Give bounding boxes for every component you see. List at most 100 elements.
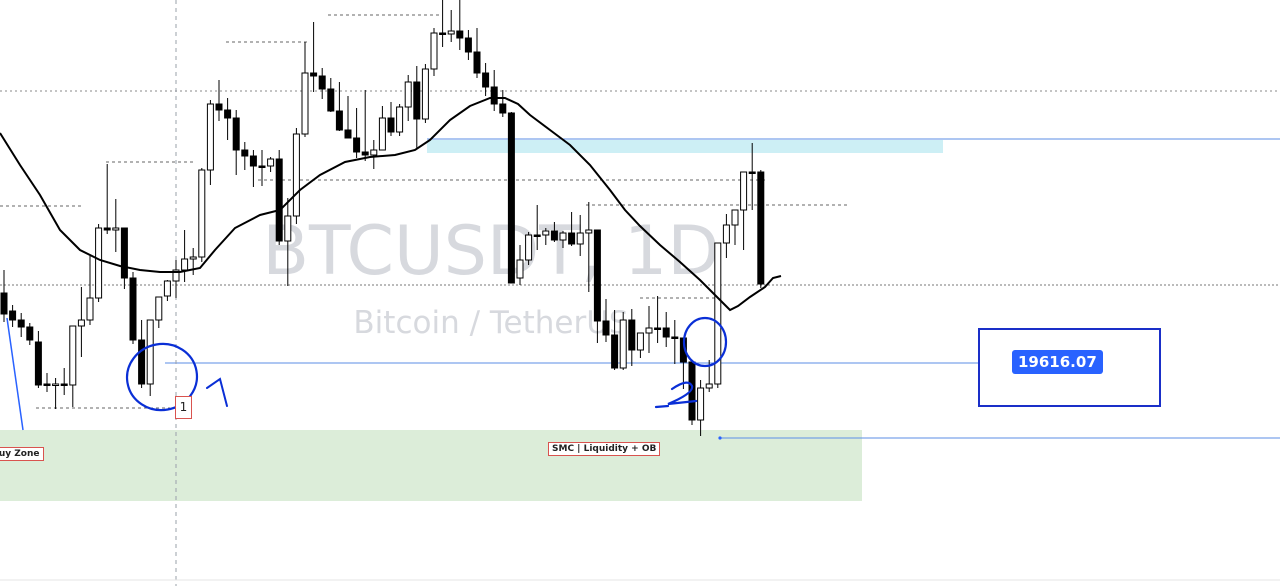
candle-bull	[731, 209, 739, 226]
candle-bear	[120, 227, 128, 279]
candle-bear	[224, 109, 232, 119]
candle-bear	[490, 86, 498, 105]
candle-bull	[516, 259, 524, 279]
buy-zone-rect[interactable]	[0, 430, 862, 501]
liquidity-low-point	[718, 436, 722, 440]
candle-bear	[568, 232, 576, 245]
candle-bull	[284, 215, 292, 242]
candle-bull	[697, 387, 705, 421]
candle-bear	[413, 81, 421, 120]
candle-bear	[335, 110, 343, 131]
candle-bear	[241, 149, 249, 157]
candle-bear	[387, 117, 395, 133]
candle-bear	[439, 32, 447, 35]
candle-bear	[593, 229, 601, 322]
candle-bear	[258, 165, 266, 168]
candle-bear	[499, 103, 507, 114]
candle-bull	[172, 269, 180, 282]
candle-bear	[456, 30, 464, 39]
candle-bull	[267, 158, 275, 167]
candle-bear	[757, 171, 765, 285]
hand-number-1	[206, 377, 228, 407]
candle-bear	[43, 383, 51, 386]
supply-zone-rect[interactable]	[427, 140, 943, 153]
trend-line[interactable]	[6, 317, 24, 431]
candle-bear	[0, 292, 8, 315]
candle-bear	[34, 341, 42, 386]
candle-bull	[636, 332, 644, 351]
candle-bull	[559, 232, 567, 241]
symbol-watermark: BTCUSDT, 1D	[262, 212, 719, 291]
candle-bull	[396, 106, 404, 133]
candle-bear	[464, 37, 472, 53]
candle-bull	[645, 327, 653, 334]
candle-bull	[181, 258, 189, 271]
candle-bear	[628, 319, 636, 351]
candle-bear	[344, 129, 352, 139]
candle-bear	[9, 310, 17, 321]
candle-bull	[189, 256, 197, 260]
candle-bull	[163, 280, 171, 297]
candle-bear	[103, 227, 111, 231]
candle-bull	[370, 149, 378, 156]
candle-bull	[714, 242, 722, 385]
candle-bear	[550, 230, 558, 241]
price-label[interactable]: 19616.07	[1012, 350, 1103, 374]
candle-bull	[95, 227, 103, 299]
candle-bear	[662, 327, 670, 338]
candle-bear	[26, 326, 34, 341]
candle-bear	[327, 88, 335, 112]
candle-bull	[301, 72, 309, 135]
candles-layer	[0, 0, 765, 436]
candle-bull	[146, 319, 154, 385]
candle-bull	[421, 68, 429, 120]
buy-zone-label[interactable]: Buy Zone	[0, 447, 44, 461]
candle-bull	[740, 171, 748, 211]
candle-bull	[77, 319, 85, 327]
candle-bear	[249, 155, 257, 167]
candle-bear	[654, 327, 662, 330]
marker-1-box[interactable]: 1	[175, 396, 192, 419]
candle-bear	[473, 51, 481, 74]
candle-bull	[198, 169, 206, 258]
candle-bull	[52, 383, 60, 386]
candle-bull	[155, 296, 163, 321]
name-watermark: Bitcoin / TetherUS	[353, 305, 628, 341]
candle-bear	[482, 72, 490, 88]
candle-bear	[611, 334, 619, 369]
candle-bull	[206, 103, 214, 171]
candle-bear	[602, 320, 610, 336]
candle-bear	[17, 319, 25, 328]
candle-bear	[353, 137, 361, 153]
candle-bear	[138, 339, 146, 385]
hand-number-2	[654, 381, 698, 409]
candle-bull	[447, 30, 455, 35]
candle-bull	[542, 230, 550, 236]
candle-bear	[507, 112, 515, 284]
price-label-frame[interactable]	[978, 328, 1161, 407]
candle-bull	[576, 232, 584, 245]
smc-label[interactable]: SMC | Liquidity + OB	[548, 442, 661, 456]
candle-bull	[619, 319, 627, 369]
candle-bull	[430, 32, 438, 70]
moving-average-line	[0, 97, 782, 312]
candle-bear	[671, 336, 679, 339]
candle-bear	[129, 277, 137, 341]
candle-bull	[722, 224, 730, 244]
candle-bear	[533, 234, 541, 237]
candle-bear	[310, 72, 318, 77]
candle-bull	[69, 325, 77, 386]
candle-bull	[525, 234, 533, 261]
candle-bull	[292, 133, 300, 217]
candle-bear	[361, 151, 369, 156]
hand-circle-1	[125, 342, 199, 412]
candle-bull	[86, 297, 94, 321]
candle-bull	[585, 229, 593, 234]
hand-circle-2	[682, 316, 728, 368]
candle-bear	[232, 117, 240, 151]
candle-bull	[112, 227, 120, 231]
candle-bear	[215, 103, 223, 111]
candle-bear	[318, 75, 326, 90]
